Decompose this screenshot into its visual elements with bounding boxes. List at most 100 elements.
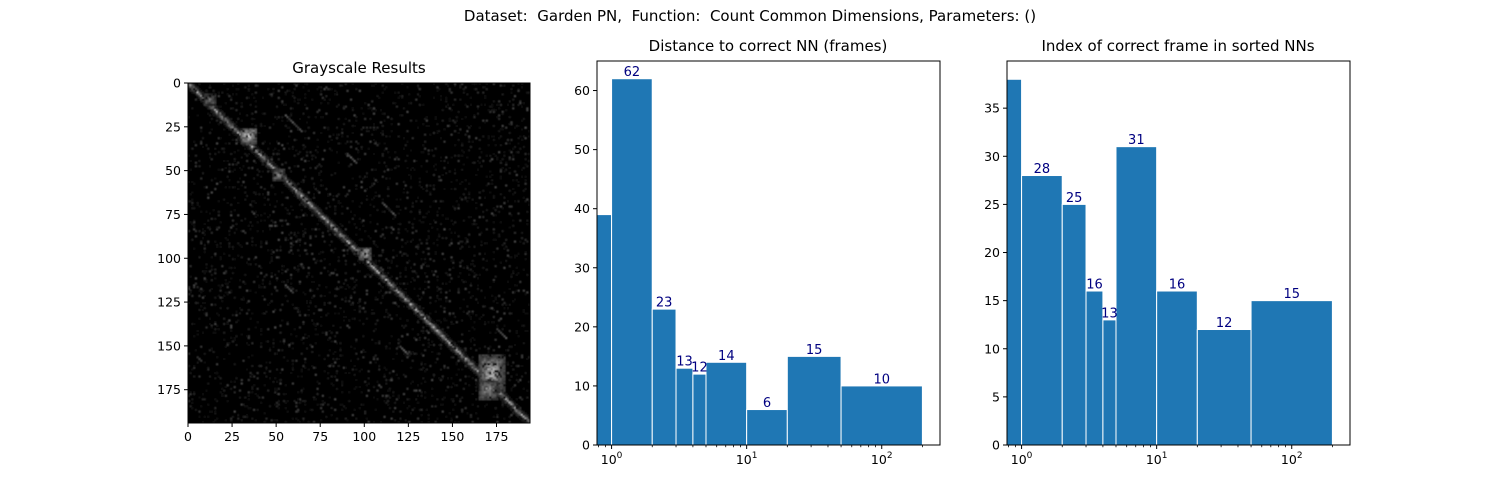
heatmap-cell <box>423 147 427 150</box>
heatmap-cell <box>307 266 310 270</box>
heatmap-cell <box>469 315 473 319</box>
heatmap-cell <box>304 205 307 208</box>
heatmap-cell <box>460 333 464 336</box>
heatmap-cell <box>503 401 506 405</box>
heatmap-cell <box>344 142 347 145</box>
heatmap-cell <box>430 149 434 152</box>
heatmap-cell <box>203 398 206 401</box>
heatmap-cell <box>201 296 205 299</box>
heatmap-cell <box>328 222 332 226</box>
heatmap-cell <box>235 142 238 145</box>
heatmap-cell <box>251 391 254 394</box>
heatmap-cell <box>501 357 504 361</box>
heatmap-cell <box>240 219 243 222</box>
heatmap-cell <box>487 347 490 350</box>
heatmap-cell <box>482 398 485 401</box>
heatmap-cell <box>335 371 339 375</box>
heatmap-cell <box>503 371 506 375</box>
heatmap-cell <box>374 259 377 263</box>
heatmap-cell <box>210 105 213 108</box>
heatmap-cell <box>450 259 453 263</box>
heatmap-cell <box>423 380 427 383</box>
heatmap-cell <box>466 359 469 362</box>
heatmap-cell <box>314 187 317 191</box>
heatmap-cell <box>482 375 485 378</box>
heatmap-cell <box>510 408 513 412</box>
heatmap-cell <box>231 224 235 228</box>
heatmap-cell <box>503 382 506 385</box>
heatmap-cell <box>238 243 242 247</box>
heatmap-cell <box>492 361 496 364</box>
heatmap-cell <box>360 201 363 205</box>
heatmap-cell <box>326 226 330 229</box>
heatmap-cell <box>413 312 416 315</box>
heatmap-cell <box>395 205 399 208</box>
heatmap-cell <box>483 196 487 199</box>
heatmap-cell <box>508 100 511 103</box>
heatmap-cell <box>395 182 399 185</box>
heatmap-cell <box>254 154 258 157</box>
heatmap-cell <box>430 394 434 398</box>
heatmap-cell <box>455 384 459 387</box>
heatmap-cell <box>436 278 439 282</box>
heatmap-cell <box>237 319 240 322</box>
heatmap-cell <box>469 359 473 362</box>
heatmap-cell <box>245 261 249 264</box>
heatmap-cell <box>378 270 381 273</box>
heatmap-cell <box>247 308 250 312</box>
heatmap-cell <box>300 338 303 341</box>
heatmap-cell <box>259 329 263 333</box>
heatmap-cell <box>425 186 429 189</box>
heatmap-cell <box>453 347 457 350</box>
heatmap-cell <box>279 168 282 171</box>
heatmap-cell <box>251 128 254 131</box>
heatmap-cell <box>194 91 198 94</box>
heatmap-cell <box>455 200 459 203</box>
heatmap-cell <box>288 116 291 119</box>
heatmap-cell <box>445 271 448 275</box>
heatmap-cell <box>196 89 199 93</box>
heatmap-cell <box>348 119 351 122</box>
heatmap-cell <box>508 312 511 315</box>
heatmap-cell <box>480 389 483 392</box>
heatmap-cell <box>475 207 478 210</box>
heatmap-cell <box>397 135 400 138</box>
heatmap-cell <box>499 370 503 373</box>
heatmap-cell <box>212 420 215 423</box>
heatmap-cell <box>205 280 208 284</box>
heatmap-cell <box>494 238 497 242</box>
heatmap-cell <box>305 205 309 208</box>
heatmap-cell <box>425 408 429 412</box>
heatmap-cell <box>233 208 236 212</box>
heatmap-cell <box>233 124 236 128</box>
heatmap-cell <box>284 392 288 396</box>
heatmap-cell <box>263 219 266 222</box>
heatmap-cell <box>219 391 222 394</box>
heatmap-cell <box>326 229 330 233</box>
heatmap-cell <box>222 112 226 115</box>
heatmap-cell <box>409 101 413 105</box>
heatmap-cell <box>205 186 208 189</box>
heatmap-cell <box>367 256 370 259</box>
heatmap-cell <box>489 394 492 398</box>
heatmap-cell <box>279 382 282 385</box>
heatmap-cell <box>307 191 310 194</box>
heatmap-cell <box>207 415 210 419</box>
heatmap-cells <box>188 83 530 423</box>
heatmap-cell <box>505 399 508 403</box>
heatmap-cell <box>323 221 326 224</box>
heatmap-cell <box>337 193 340 196</box>
heatmap-cell <box>277 177 280 180</box>
heatmap-cell <box>286 196 289 199</box>
heatmap-cell <box>450 187 453 191</box>
heatmap-cell <box>221 168 224 171</box>
heatmap-cell <box>233 158 236 161</box>
heatmap-cell <box>388 314 392 317</box>
heatmap-cell <box>462 280 466 284</box>
heatmap-cell <box>342 319 346 322</box>
heatmap-cell <box>307 205 310 208</box>
heatmap-cell <box>378 275 381 278</box>
heatmap-cell <box>268 166 272 170</box>
heatmap-cell <box>300 196 303 199</box>
heatmap-cell <box>305 198 309 201</box>
